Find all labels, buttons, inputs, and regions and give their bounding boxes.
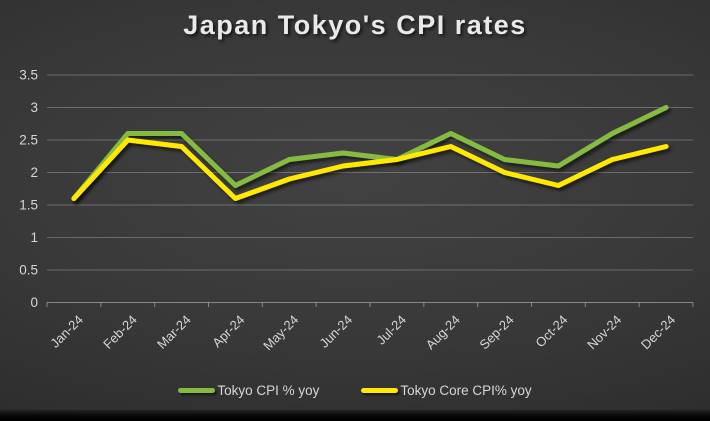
- x-tick-label: Sep-24: [476, 312, 516, 352]
- x-tick-label: Feb-24: [100, 312, 140, 352]
- series-line-1: [71, 137, 669, 201]
- legend-label: Tokyo Core CPI% yoy: [400, 383, 532, 398]
- x-tick-label: Aug-24: [423, 312, 463, 352]
- y-tick-label: 3.5: [19, 68, 38, 83]
- x-tick-label: Jun-24: [316, 312, 355, 351]
- chart-legend: Tokyo CPI % yoy Tokyo Core CPI% yoy: [0, 383, 710, 398]
- legend-label: Tokyo CPI % yoy: [217, 383, 320, 398]
- legend-swatch-icon: [178, 388, 216, 393]
- legend-swatch-icon: [361, 388, 399, 393]
- y-tick-label: 1: [30, 230, 38, 245]
- x-tick-label: Dec-24: [638, 312, 678, 352]
- gridlines: [47, 74, 693, 271]
- y-tick-label: 0: [30, 295, 38, 310]
- legend-item-0: Tokyo CPI % yoy: [178, 383, 319, 398]
- x-tick-label: Nov-24: [584, 312, 624, 352]
- y-tick-label: 3: [30, 100, 38, 115]
- x-tick-label: Jul-24: [373, 312, 409, 348]
- x-axis: [46, 302, 694, 307]
- chart-title: Japan Tokyo's CPI rates: [183, 10, 527, 40]
- x-tick-label: Apr-24: [209, 312, 247, 350]
- slide-bottom-edge: [0, 410, 710, 421]
- x-tick-label: Jan-24: [47, 312, 86, 351]
- x-tick-label: May-24: [260, 312, 301, 353]
- legend-item-1: Tokyo Core CPI% yoy: [361, 383, 532, 398]
- axis-labels: 0 0.5 1 1.5 2 2.5 3 3.5 Jan-24 Feb-24 Mar-24 Apr-24…: [19, 68, 678, 354]
- y-tick-label: 0.5: [19, 263, 38, 278]
- y-tick-label: 1.5: [19, 198, 38, 213]
- series-lines: [71, 105, 669, 201]
- x-tick-label: Mar-24: [154, 312, 194, 352]
- x-tick-label: Oct-24: [532, 312, 570, 350]
- series-line-0: [71, 105, 669, 201]
- y-tick-label: 2: [30, 165, 38, 180]
- y-tick-label: 2.5: [19, 133, 38, 148]
